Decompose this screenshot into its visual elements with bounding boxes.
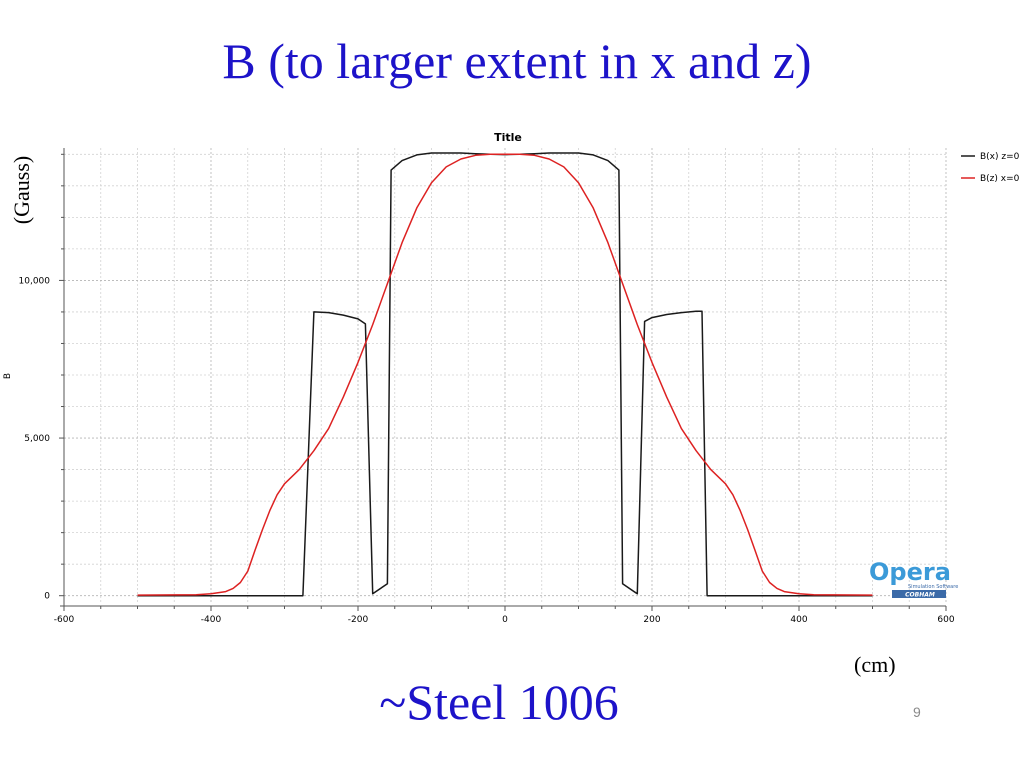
slide-subtitle: ~Steel 1006 (379, 674, 619, 730)
series-line-2 (137, 153, 873, 596)
opera-logo: Opera Simulation Software COBHAM (869, 558, 958, 599)
x-tick-label: -400 (201, 615, 222, 625)
x-tick-label: 400 (790, 615, 807, 625)
opera-logo-bar (892, 590, 946, 598)
x-unit-label: (cm) (854, 652, 896, 677)
opera-logo-maker: COBHAM (905, 592, 935, 599)
x-tick-label: -200 (348, 615, 369, 625)
x-tick-label: 600 (937, 615, 954, 625)
y-tick-label: 5,000 (24, 434, 50, 444)
axis-ticks: -600 -400 -200 0 200 400 600 0 5,000 10,000 (19, 153, 955, 625)
x-tick-label: -600 (54, 615, 75, 625)
y-tick-label: 0 (44, 592, 50, 602)
legend-label: B(z) x=0 (980, 174, 1020, 184)
x-tick-label: 200 (643, 615, 660, 625)
chart-title: Title (494, 131, 522, 144)
grid (63, 148, 947, 602)
series-layer (137, 152, 873, 597)
plot-frame (60, 148, 946, 607)
x-tick-label: 0 (502, 615, 508, 625)
y-axis-label: B (3, 373, 13, 379)
legend-label: B(x) z=0 (980, 152, 1020, 162)
y-tick-label: 10,000 (19, 276, 51, 286)
opera-logo-wordmark: Opera (869, 558, 951, 586)
slide-title: B (to larger extent in x and z) (222, 33, 812, 89)
legend: B(x) z=0 B(z) x=0 (961, 152, 1020, 184)
opera-logo-tagline: Simulation Software (908, 584, 958, 590)
page-number: 9 (913, 704, 921, 720)
